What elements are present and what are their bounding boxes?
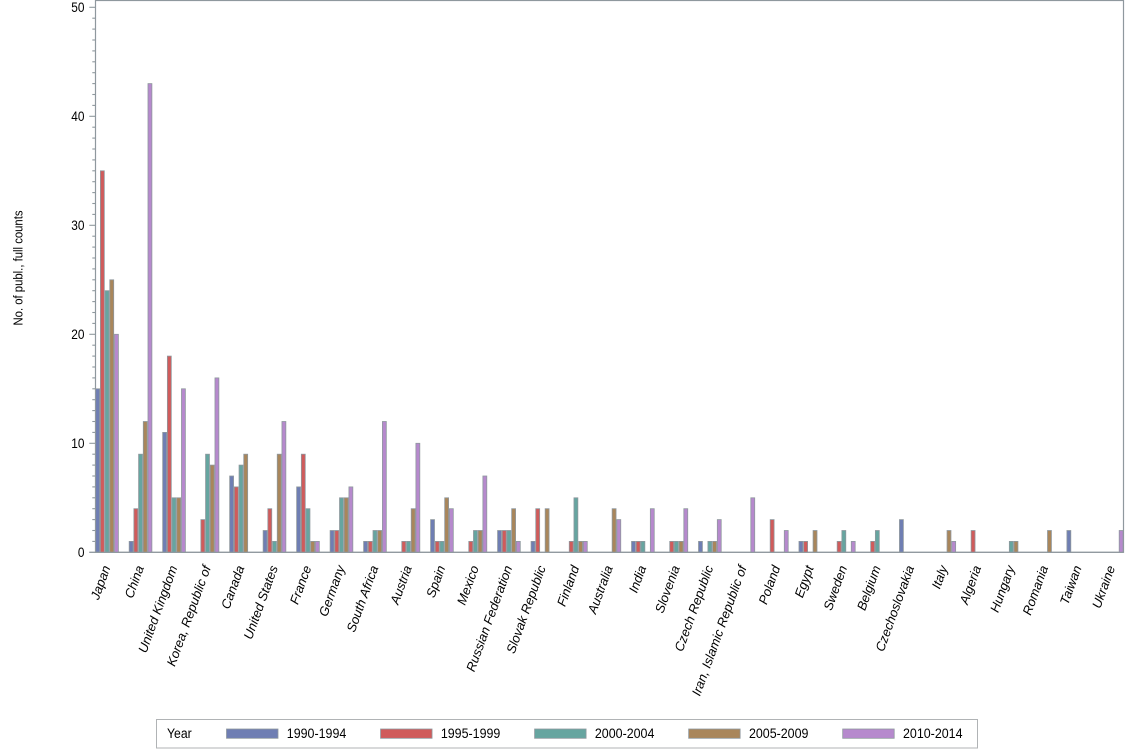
svg-text:2000-2004: 2000-2004 [595, 726, 655, 741]
svg-text:10: 10 [71, 435, 84, 451]
svg-text:40: 40 [71, 108, 84, 124]
svg-text:1995-1999: 1995-1999 [441, 726, 501, 741]
svg-text:Year: Year [167, 726, 192, 741]
svg-text:1990-1994: 1990-1994 [287, 726, 347, 741]
svg-text:2005-2009: 2005-2009 [749, 726, 809, 741]
svg-text:20: 20 [71, 326, 84, 342]
svg-text:2010-2014: 2010-2014 [903, 726, 963, 741]
svg-text:No. of publ., full counts: No. of publ., full counts [12, 211, 26, 326]
svg-text:0: 0 [78, 544, 85, 560]
svg-text:30: 30 [71, 217, 84, 233]
svg-text:50: 50 [71, 0, 84, 15]
